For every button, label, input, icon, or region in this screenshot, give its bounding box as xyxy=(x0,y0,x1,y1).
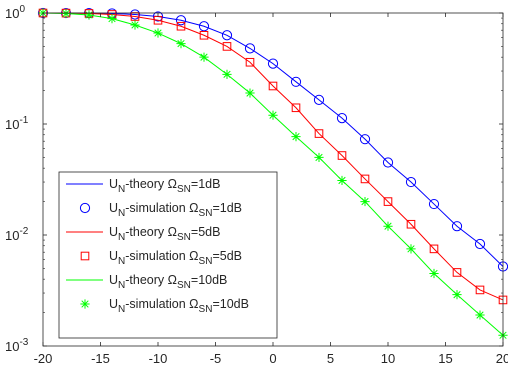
data-point xyxy=(291,103,301,113)
data-point xyxy=(383,197,393,206)
data-point xyxy=(290,76,302,87)
y-tick-label: 10-2 xyxy=(5,226,29,243)
legend-label: UN-simulation ΩSN=5dB xyxy=(109,249,242,267)
data-point xyxy=(475,285,485,295)
x-tick-label: 20 xyxy=(496,351,508,366)
data-point xyxy=(475,310,485,320)
legend-item: UN-simulation ΩSN=1dB xyxy=(79,201,242,219)
data-point xyxy=(429,244,439,254)
y-tick-label: 100 xyxy=(5,4,25,21)
data-point xyxy=(383,221,393,231)
data-point xyxy=(199,52,209,62)
data-point xyxy=(336,113,348,124)
data-point xyxy=(452,268,462,277)
series-3 xyxy=(42,12,504,301)
data-point xyxy=(222,69,232,79)
data-point xyxy=(428,198,440,210)
legend-box xyxy=(58,171,278,339)
data-point xyxy=(175,15,187,26)
x-tick-label: -15 xyxy=(91,351,110,366)
data-point xyxy=(313,94,325,105)
data-point xyxy=(291,132,301,142)
data-point xyxy=(107,14,117,24)
data-point xyxy=(245,88,255,98)
data-point xyxy=(130,20,140,30)
data-point xyxy=(314,152,324,163)
data-point xyxy=(153,28,163,38)
legend-marker-swatch xyxy=(80,251,90,261)
data-point xyxy=(245,57,255,67)
data-point xyxy=(382,157,394,168)
data-point xyxy=(267,58,279,69)
y-tick-label: 10-3 xyxy=(5,337,29,354)
data-point xyxy=(176,39,186,49)
series-1 xyxy=(42,12,504,267)
data-point xyxy=(61,8,71,19)
legend-item: UN-theory ΩSN=10dB xyxy=(66,273,227,291)
series-line xyxy=(42,12,504,301)
data-point xyxy=(176,21,186,31)
legend-marker-swatch xyxy=(80,299,90,309)
data-point xyxy=(199,30,209,40)
data-point xyxy=(152,11,164,22)
x-tick-label: -20 xyxy=(34,351,53,366)
data-point xyxy=(474,238,486,250)
x-tick-label: -10 xyxy=(149,351,168,366)
legend-marker-swatch xyxy=(79,202,91,214)
data-point xyxy=(451,221,463,232)
data-point xyxy=(429,268,439,279)
data-point xyxy=(360,196,370,207)
legend-label: UN-theory ΩSN=10dB xyxy=(109,273,227,291)
legend: UN-theory ΩSN=1dB UN-simulation ΩSN=1dB UN… xyxy=(58,171,278,339)
series-layer xyxy=(37,7,508,340)
data-point xyxy=(360,174,370,184)
legend-label: UN-simulation ΩSN=1dB xyxy=(109,201,242,219)
legend-label: UN-theory ΩSN=1dB xyxy=(109,177,220,195)
legend-item: UN-theory ΩSN=5dB xyxy=(66,225,220,243)
x-tick-label: 0 xyxy=(269,351,276,366)
data-point xyxy=(359,134,371,145)
x-tick-label: 15 xyxy=(438,351,452,366)
data-point xyxy=(406,244,416,254)
data-point xyxy=(198,21,210,32)
y-tick-label: 10-1 xyxy=(5,115,29,132)
legend-label: UN-simulation ΩSN=10dB xyxy=(109,297,249,315)
data-point xyxy=(244,43,256,54)
x-tick-label: 10 xyxy=(381,351,395,366)
data-point xyxy=(268,110,278,120)
data-point xyxy=(406,219,416,229)
legend-item: UN-simulation ΩSN=5dB xyxy=(80,249,242,267)
x-tick-label: 5 xyxy=(327,351,334,366)
axis-layer: -20 -15 -10 -5 0 5 10 15 20 100 10-1 10-2 10-3 xyxy=(5,4,508,366)
data-point xyxy=(405,176,417,188)
data-point xyxy=(337,175,347,186)
series-line xyxy=(42,12,504,267)
data-point xyxy=(314,129,324,138)
legend-item: UN-theory ΩSN=1dB xyxy=(66,177,220,195)
legend-label: UN-theory ΩSN=5dB xyxy=(109,225,220,243)
data-point xyxy=(452,290,462,300)
data-point xyxy=(84,10,94,20)
legend-item: UN-simulation ΩSN=10dB xyxy=(80,297,249,315)
x-tick-label: -5 xyxy=(210,351,222,366)
data-point xyxy=(129,9,141,20)
data-point xyxy=(222,42,232,51)
data-point xyxy=(221,30,233,41)
data-point xyxy=(337,151,347,160)
data-point xyxy=(268,81,278,91)
